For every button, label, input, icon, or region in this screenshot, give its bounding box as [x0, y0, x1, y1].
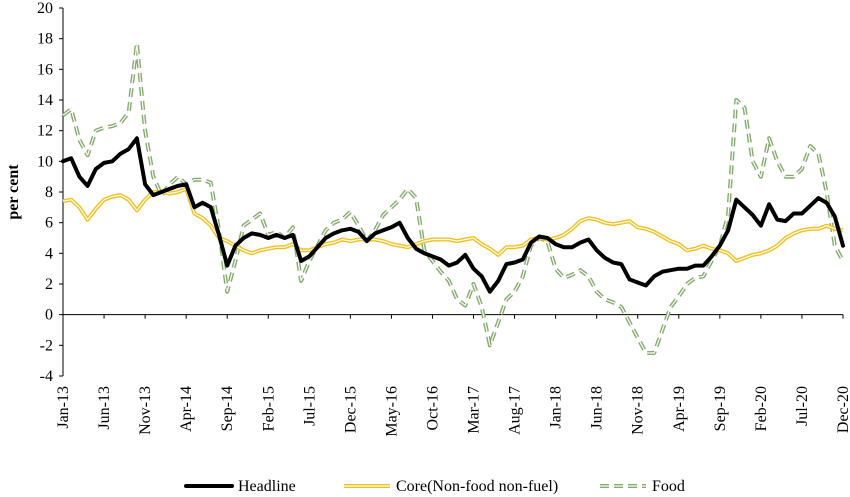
legend-item: Food [600, 478, 685, 495]
series-lines [61, 41, 845, 355]
x-tick-label: Sep-19 [712, 386, 729, 431]
series-headline-line [61, 136, 845, 294]
y-axis-label: per cent [5, 164, 22, 220]
x-tick-label: Aug-17 [507, 386, 524, 435]
x-tick-label: Jul-15 [301, 386, 318, 426]
y-tick-label: 14 [37, 92, 53, 109]
x-tick-labels: Jan-13 Jun-13 Nov-13 Apr-14 Sep-14 Feb-15 Jul-… [55, 314, 850, 437]
y-tick-label: -2 [40, 337, 53, 354]
series-core-non-food-non-fuel-line [62, 186, 844, 263]
x-tick-label: Mar-17 [466, 386, 483, 434]
x-tick-label: Jun-18 [589, 386, 606, 430]
legend-item: Headline [184, 478, 296, 495]
legend-label: Headline [238, 478, 296, 495]
y-tick-label: 6 [45, 215, 53, 232]
y-tick-label: 10 [37, 153, 53, 170]
x-tick-label: Nov-13 [137, 386, 154, 435]
y-tick-label: 20 [37, 0, 53, 17]
series-food-line [61, 41, 845, 355]
x-tick-label: Apr-14 [178, 386, 195, 432]
y-tick-label: 12 [37, 123, 53, 140]
x-tick-label: Feb-15 [260, 386, 277, 431]
x-tick-label: May-16 [383, 386, 400, 437]
y-tick-label: 18 [37, 31, 53, 48]
y-tick-label: 8 [45, 184, 53, 201]
legend-label: Food [652, 478, 685, 495]
x-tick-label: Dec-20 [835, 386, 850, 433]
x-tick-label: Apr-19 [671, 386, 688, 432]
x-tick-label: Sep-14 [219, 386, 236, 431]
y-tick-label: 4 [45, 245, 53, 262]
legend-item: Core(Non-food non-fuel) [344, 478, 558, 495]
legend: Headline Core(Non-food non-fuel) Food [184, 478, 685, 495]
y-tick-label: 16 [37, 61, 53, 78]
y-tick-label: -4 [40, 368, 53, 385]
x-tick-label: Jan-18 [548, 386, 565, 429]
x-tick-label: Jan-13 [55, 386, 72, 429]
y-tick-labels: -4 -2 0 2 4 6 8 10 12 14 16 18 20 [37, 0, 63, 385]
y-tick-label: 2 [45, 276, 53, 293]
x-tick-label: Dec-15 [342, 386, 359, 433]
legend-label: Core(Non-food non-fuel) [396, 478, 558, 495]
x-tick-label: Jul-20 [794, 386, 811, 426]
x-tick-label: Feb-20 [753, 386, 770, 431]
x-tick-label: Nov-18 [630, 386, 647, 435]
y-tick-label: 0 [45, 307, 53, 324]
x-tick-label: Jun-13 [96, 386, 113, 430]
x-tick-label: Oct-16 [424, 386, 441, 430]
